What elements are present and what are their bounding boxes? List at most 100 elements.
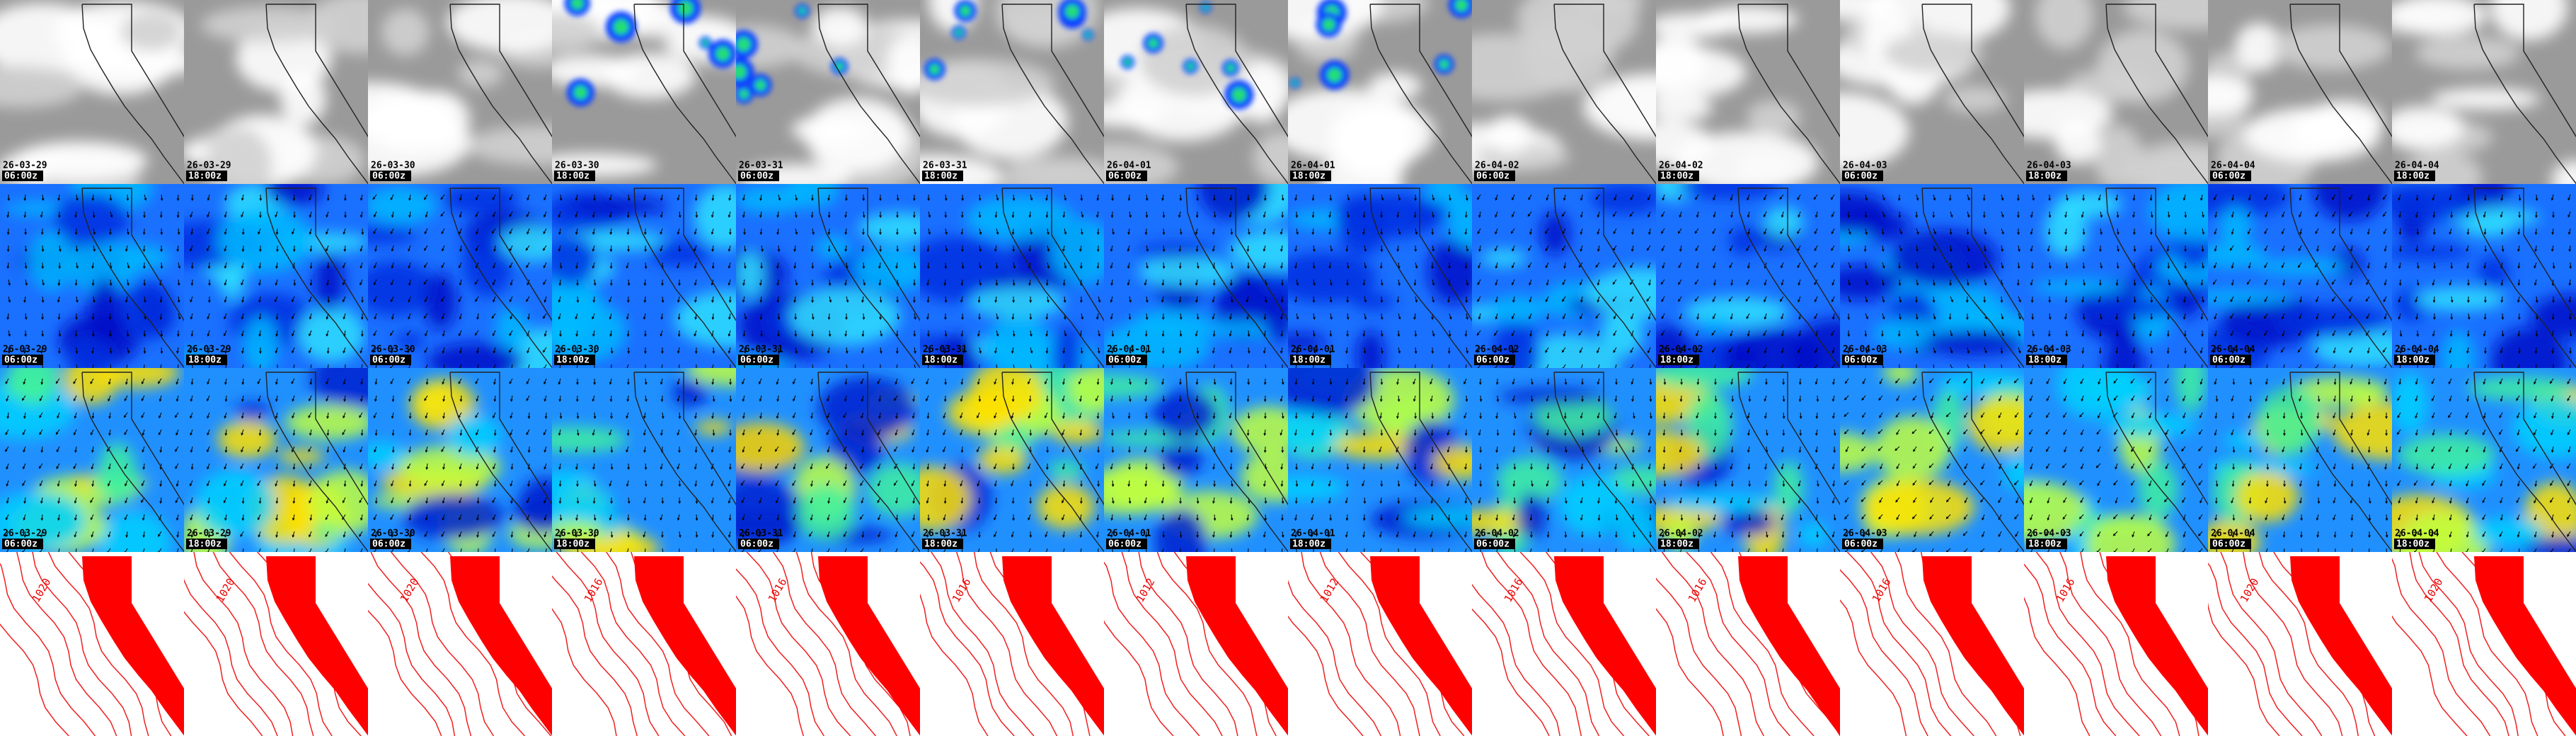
coastline — [633, 4, 736, 184]
coastline — [265, 188, 368, 368]
isobar — [1870, 552, 1974, 736]
isobar — [1497, 552, 1600, 736]
frame-date: 26-04-01 — [1107, 345, 1151, 355]
state-border — [634, 188, 736, 322]
coastline — [2473, 372, 2576, 552]
frame-date: 26-04-01 — [1107, 161, 1151, 171]
time-box — [1290, 355, 1331, 365]
isobar — [2392, 615, 2468, 736]
coastline — [1553, 4, 1656, 184]
frame-time: 06:00z — [4, 539, 38, 550]
coastline — [2473, 188, 2576, 368]
frame-time: 18:00z — [2028, 539, 2062, 550]
time-box — [370, 355, 411, 365]
isobar — [931, 552, 1035, 736]
isobar — [1840, 599, 1907, 736]
isobar — [795, 552, 897, 736]
time-box — [370, 539, 411, 549]
frame-time: 18:00z — [556, 539, 590, 550]
time-box — [2394, 171, 2435, 181]
wind-arrows — [2030, 194, 2205, 368]
frame-date: 26-04-02 — [1659, 161, 1703, 171]
isobar — [746, 552, 851, 736]
frame-date: 26-04-04 — [2395, 345, 2439, 355]
frame-date: 26-03-30 — [555, 345, 599, 355]
isobar — [368, 582, 456, 736]
time-box — [2026, 355, 2067, 365]
isobar — [2024, 563, 2117, 736]
wind-arrows — [2214, 378, 2388, 552]
isobar — [1301, 552, 1401, 736]
state-border — [2474, 188, 2576, 322]
state-border — [1738, 188, 1840, 322]
map-tile: 1016 — [920, 552, 1104, 736]
frame-date: 26-04-03 — [2027, 529, 2071, 539]
land-isobars — [2106, 556, 2208, 736]
isobar — [2080, 552, 2180, 736]
state-border — [1186, 4, 1288, 138]
coastline — [633, 372, 736, 552]
isobar — [0, 563, 96, 736]
cloud-field — [2392, 0, 2576, 184]
time-box — [1290, 539, 1331, 549]
state-border — [1002, 372, 1104, 506]
wind-arrows — [740, 378, 916, 552]
time-box — [2026, 171, 2067, 181]
frame-date: 26-04-04 — [2211, 345, 2255, 355]
land-isobars — [2290, 556, 2392, 736]
frame-time: 18:00z — [1292, 355, 1326, 366]
time-box — [2, 539, 43, 549]
frame-date: 26-04-04 — [2211, 161, 2255, 171]
time-box — [370, 171, 411, 181]
frame-date: 26-04-03 — [1843, 345, 1887, 355]
wind-arrows — [6, 194, 181, 368]
cloud-field — [2024, 0, 2208, 184]
precip-field — [1289, 0, 1472, 90]
state-border — [1554, 188, 1656, 322]
isobar — [1138, 552, 1238, 736]
state-border — [1738, 4, 1840, 138]
map-tile: 1020 — [0, 552, 184, 736]
wind-arrows — [372, 194, 547, 368]
state-border — [2290, 372, 2392, 506]
wind-field — [2208, 184, 2392, 368]
wind-field — [184, 368, 368, 552]
isobar — [229, 552, 333, 736]
frame-time: 18:00z — [924, 355, 958, 366]
coastline — [1185, 188, 1288, 368]
isobar — [580, 552, 686, 736]
time-box — [1842, 539, 1883, 549]
wind-arrows — [926, 194, 1101, 368]
isobar — [1121, 552, 1223, 736]
isobar — [772, 552, 877, 736]
frame-time: 18:00z — [1660, 171, 1694, 182]
frame-time: 06:00z — [1108, 539, 1142, 550]
frame-time: 06:00z — [1108, 355, 1142, 366]
isobar — [16, 552, 117, 736]
isobar — [606, 552, 710, 736]
land-isobars — [450, 556, 552, 736]
isobar — [2035, 552, 2140, 736]
frame-time: 18:00z — [2396, 355, 2430, 366]
state-border — [1370, 188, 1472, 322]
state-border — [450, 372, 552, 506]
wind-field — [736, 376, 920, 548]
time-box — [922, 171, 963, 181]
cloud-field — [2208, 23, 2391, 184]
time-box — [1474, 171, 1515, 181]
time-box — [1842, 171, 1883, 181]
land-isobars — [634, 556, 736, 736]
coastline — [1001, 188, 1104, 368]
time-box — [2210, 171, 2251, 181]
